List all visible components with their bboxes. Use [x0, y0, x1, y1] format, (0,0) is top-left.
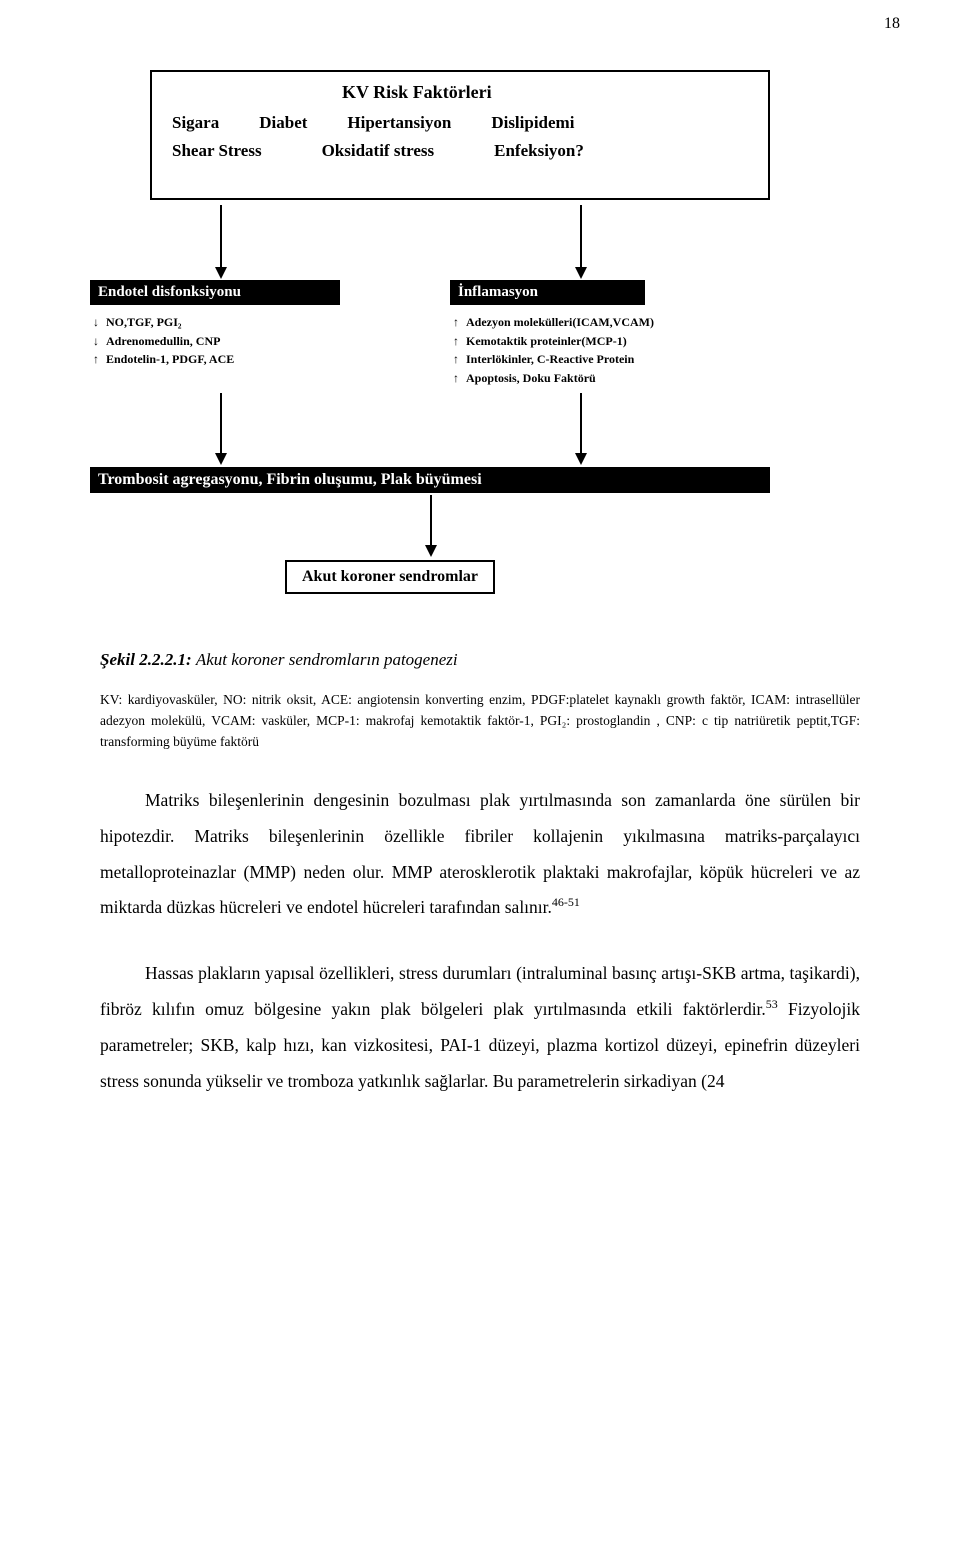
figure-caption: Şekil 2.2.2.1: Akut koroner sendromların…	[100, 650, 900, 670]
para1-text: Matriks bileşenlerinin dengesinin bozulm…	[100, 790, 860, 918]
risk-factors-box: KV Risk Faktörleri Sigara Diabet Hiperta…	[150, 70, 770, 200]
infl-line-1: ↑Kemotaktik proteinler(MCP-1)	[450, 332, 775, 351]
arrow-up-icon: ↑	[90, 350, 102, 369]
arrow-infl-to-thrombosis	[580, 393, 582, 463]
arrow-to-inflammation	[580, 205, 582, 277]
infl-line-2: ↑Interlökinler, C-Reactive Protein	[450, 350, 775, 369]
rf-diabet: Diabet	[259, 113, 307, 133]
endothelial-dysfunction-bar: Endotel disfonksiyonu	[90, 280, 340, 305]
figure-acs-pathogenesis: KV Risk Faktörleri Sigara Diabet Hiperta…	[60, 70, 900, 620]
page-number: 18	[884, 15, 900, 33]
thrombosis-bar: Trombosit agregasyonu, Fibrin oluşumu, P…	[90, 467, 770, 493]
risk-factors-row2: Shear Stress Oksidatif stress Enfeksiyon…	[172, 141, 748, 161]
endo-line-0: ↓NO,TGF, PGI₂	[90, 313, 340, 332]
para1-citation: 46-51	[552, 896, 580, 910]
para2-citation: 53	[766, 997, 778, 1011]
endothelial-list: ↓NO,TGF, PGI₂ ↓Adrenomedullin, CNP ↑Endo…	[90, 313, 340, 369]
endo-text-1: Adrenomedullin, CNP	[106, 332, 220, 351]
rf-hipertansiyon: Hipertansiyon	[347, 113, 451, 133]
rf-dislipidemi: Dislipidemi	[491, 113, 574, 133]
rf-shear: Shear Stress	[172, 141, 262, 161]
acs-outcome-box: Akut koroner sendromlar	[285, 560, 495, 594]
rf-sigara: Sigara	[172, 113, 219, 133]
endo-text-0: NO,TGF, PGI₂	[106, 313, 182, 332]
arrow-down-icon: ↓	[90, 332, 102, 351]
para2-text-a: Hassas plakların yapısal özellikleri, st…	[100, 963, 860, 1019]
arrow-endo-to-thrombosis	[220, 393, 222, 463]
endo-text-2: Endotelin-1, PDGF, ACE	[106, 350, 234, 369]
infl-line-3: ↑Apoptosis, Doku Faktörü	[450, 369, 775, 388]
risk-factors-title: KV Risk Faktörleri	[342, 82, 748, 103]
arrow-up-icon: ↑	[450, 313, 462, 332]
body-paragraph-2: Hassas plakların yapısal özellikleri, st…	[100, 956, 860, 1100]
rf-oksidatif: Oksidatif stress	[322, 141, 435, 161]
rf-enfeksiyon: Enfeksiyon?	[494, 141, 584, 161]
risk-factors-row1: Sigara Diabet Hipertansiyon Dislipidemi	[172, 113, 748, 133]
infl-text-3: Apoptosis, Doku Faktörü	[466, 369, 596, 388]
infl-text-2: Interlökinler, C-Reactive Protein	[466, 350, 634, 369]
arrow-down-icon: ↓	[90, 313, 102, 332]
infl-text-1: Kemotaktik proteinler(MCP-1)	[466, 332, 627, 351]
inflammation-bar: İnflamasyon	[450, 280, 645, 305]
caption-number: Şekil 2.2.2.1:	[100, 650, 192, 669]
infl-text-0: Adezyon molekülleri(ICAM,VCAM)	[466, 313, 654, 332]
figure-legend: KV: kardiyovasküler, NO: nitrik oksit, A…	[100, 690, 860, 753]
caption-body: Akut koroner sendromların patogenezi	[196, 650, 458, 669]
arrow-up-icon: ↑	[450, 350, 462, 369]
arrow-to-acs	[430, 495, 432, 555]
endo-line-1: ↓Adrenomedullin, CNP	[90, 332, 340, 351]
arrow-up-icon: ↑	[450, 332, 462, 351]
endo-line-2: ↑Endotelin-1, PDGF, ACE	[90, 350, 340, 369]
infl-line-0: ↑Adezyon molekülleri(ICAM,VCAM)	[450, 313, 775, 332]
arrow-to-endothelial	[220, 205, 222, 277]
body-paragraph-1: Matriks bileşenlerinin dengesinin bozulm…	[100, 783, 860, 927]
arrow-up-icon: ↑	[450, 369, 462, 388]
inflammation-list: ↑Adezyon molekülleri(ICAM,VCAM) ↑Kemotak…	[450, 313, 775, 387]
